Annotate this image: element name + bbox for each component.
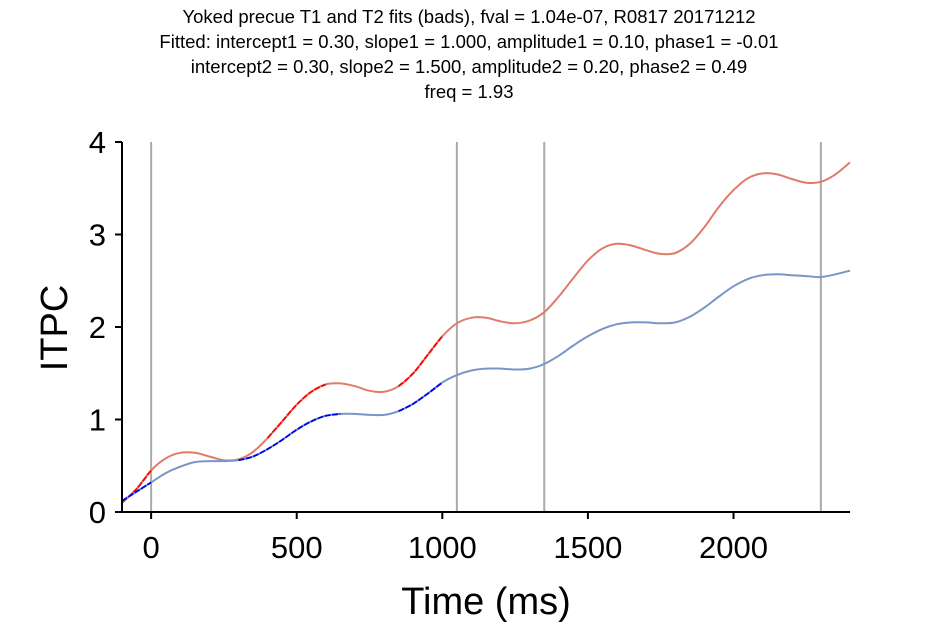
title-line: intercept2 = 0.30, slope2 = 1.500, ampli… — [190, 56, 748, 77]
event-lines — [150, 142, 822, 512]
axes: 0 1 2 3 4 0 500 1000 1500 2000 — [89, 125, 850, 565]
x-tick-label: 0 — [142, 530, 159, 565]
y-tick-label: 2 — [89, 310, 106, 345]
fit-line — [121, 161, 851, 504]
chart-title: Yoked precue T1 and T2 fits (bads), fval… — [0, 4, 938, 104]
series-layer — [121, 161, 851, 504]
series-1 — [121, 161, 851, 504]
x-tick-label: 1000 — [408, 530, 477, 565]
series-2 — [121, 269, 851, 502]
y-tick-label: 3 — [89, 218, 106, 253]
y-axis-label: ITPC — [34, 285, 76, 372]
data-segment — [266, 383, 327, 439]
x-axis-label: Time (ms) — [401, 581, 571, 623]
data-segment — [398, 381, 443, 413]
title-line: freq = 1.93 — [424, 81, 514, 102]
y-tick-label: 4 — [89, 125, 106, 160]
title-line: Fitted: intercept1 = 0.30, slope1 = 1.00… — [159, 31, 779, 52]
fit-line — [121, 269, 851, 502]
x-tick-label: 500 — [271, 530, 323, 565]
x-tick-label: 2000 — [699, 530, 768, 565]
y-tick-label: 1 — [89, 403, 106, 438]
title-line: Yoked precue T1 and T2 fits (bads), fval… — [182, 6, 756, 27]
data-segment — [398, 335, 444, 387]
data-segment — [238, 413, 341, 462]
y-tick-label: 0 — [89, 495, 106, 530]
x-tick-label: 1500 — [553, 530, 622, 565]
data-segment — [121, 481, 152, 502]
